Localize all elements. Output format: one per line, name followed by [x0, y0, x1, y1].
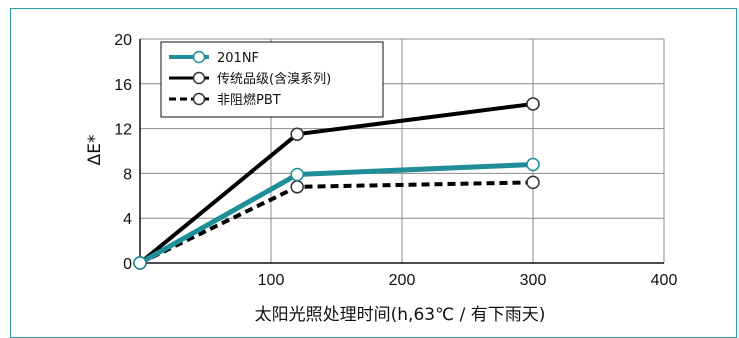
x-tick-label: 300 [520, 272, 547, 289]
y-axis-label: ΔE* [85, 135, 105, 166]
series-line [139, 180, 534, 265]
data-point [290, 127, 304, 141]
y-tick-label: 20 [114, 32, 132, 49]
data-point [526, 97, 540, 111]
legend: 201NF 传统品级(含溴系列) 非阻燃PBT [160, 41, 384, 118]
y-tick-label: 12 [114, 122, 132, 139]
legend-swatch-marker [192, 92, 206, 106]
data-point [290, 180, 304, 194]
data-point [526, 175, 540, 190]
tick-labels: 0 4 8 12 16 20 100 200 300 400 [114, 32, 677, 289]
x-axis-label: 太阳光照处理时间(h,63℃ / 有下雨天) [255, 305, 546, 325]
legend-swatch-marker [192, 50, 206, 64]
series-layer [133, 97, 540, 270]
x-tick-label: 100 [258, 272, 285, 289]
data-point [526, 157, 540, 172]
y-tick-label: 16 [114, 77, 132, 94]
line-chart: 0 4 8 12 16 20 100 200 300 400 201NF 传统品级(含溴系列) 非阻燃… [85, 32, 677, 325]
legend-swatch-marker [192, 71, 206, 85]
legend-label: 非阻燃PBT [217, 92, 281, 108]
grid-lines [140, 38, 665, 263]
data-point [133, 256, 147, 270]
legend-label: 201NF [217, 51, 259, 66]
x-tick-label: 400 [651, 272, 678, 289]
y-tick-label: 0 [123, 256, 132, 273]
axes [139, 39, 664, 264]
y-tick-label: 8 [123, 166, 132, 183]
x-tick-label: 200 [389, 272, 416, 289]
legend-label: 传统品级(含溴系列) [217, 71, 331, 87]
data-point [290, 167, 304, 182]
y-tick-label: 4 [123, 211, 132, 228]
